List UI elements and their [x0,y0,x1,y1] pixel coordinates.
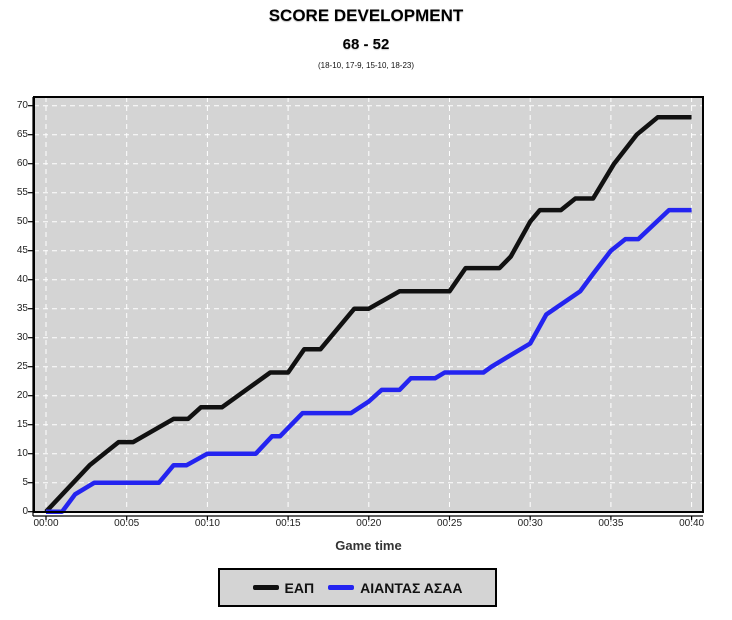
y-tick-label: 60 [16,157,28,169]
x-tick-label: 00:15 [275,518,301,529]
y-tick-label: 10 [16,447,28,459]
y-tick-label: 50 [16,215,28,227]
final-score: 68 - 52 [342,36,390,53]
legend: ΕΑΠ ΑΙΑΝΤΑΣ ΑΣΑΑ [218,568,497,607]
x-axis-title: Game time [335,538,402,553]
x-tick-label: 00:40 [679,518,705,529]
y-tick-label: 55 [16,186,28,198]
x-tick-label: 00:10 [194,518,220,529]
y-tick-label: 25 [16,360,28,372]
legend-item-away: ΑΙΑΝΤΑΣ ΑΣΑΑ [328,580,462,596]
page-title: SCORE DEVELOPMENT [268,6,464,25]
y-tick-label: 30 [16,331,28,343]
away-line-swatch-icon [328,585,355,590]
plot-frame [33,96,704,513]
y-tick-label: 40 [16,273,28,285]
x-tick-label: 00:20 [356,518,382,529]
x-tick-label: 00:00 [33,518,59,529]
series-lines [44,115,692,514]
y-tick-label: 35 [16,302,28,314]
legend-label-away: ΑΙΑΝΤΑΣ ΑΣΑΑ [360,579,463,596]
x-tick-label: 00:35 [598,518,624,529]
x-tick-label: 00:05 [114,518,140,529]
x-tick-label: 00:30 [517,518,543,529]
y-tick-label: 20 [16,389,28,401]
y-tick-label: 0 [22,505,28,517]
y-tick-label: 15 [16,418,28,430]
y-tick-label: 70 [16,99,28,111]
clipped-top-text: ΕΑΠ [110,0,136,3]
quarter-scores: (18-10, 17-9, 15-10, 18-23) [317,61,415,70]
y-tick-label: 65 [16,128,28,140]
home-line-swatch-icon [252,585,279,590]
y-tick-label: 45 [16,244,28,256]
legend-label-home: ΕΑΠ [284,579,315,596]
legend-item-home: ΕΑΠ [252,579,315,596]
x-tick-label: 00:25 [436,518,463,529]
y-tick-label: 5 [22,476,28,488]
